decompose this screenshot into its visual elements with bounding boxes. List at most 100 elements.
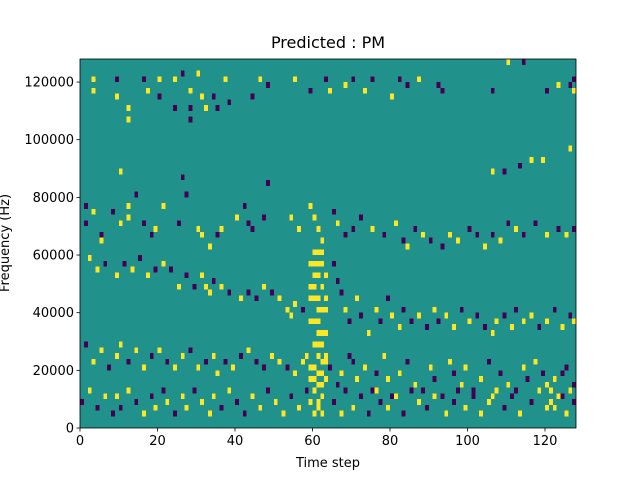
- heatmap-cell-low: [483, 324, 487, 330]
- heatmap-cell-low: [370, 387, 375, 394]
- heatmap-cell-high: [432, 393, 437, 400]
- heatmap-cell-high: [428, 364, 433, 371]
- heatmap-cell-low: [514, 387, 518, 394]
- heatmap-cell-high: [211, 393, 216, 400]
- heatmap-cell-high: [552, 404, 557, 411]
- heatmap-cell-high: [324, 329, 328, 336]
- heatmap-cell-low: [328, 364, 332, 371]
- heatmap-cell-low: [552, 306, 557, 313]
- heatmap-cell-high: [324, 358, 328, 365]
- heatmap-cell-low: [471, 387, 476, 394]
- heatmap-cell-high: [521, 364, 526, 371]
- heatmap-cell-low: [173, 410, 177, 417]
- heatmap-cell-high: [320, 283, 325, 290]
- heatmap-cell-high: [118, 168, 123, 175]
- heatmap-cell-high: [300, 358, 305, 365]
- y-tick-label: 0: [66, 422, 74, 437]
- heatmap-cell-high: [207, 289, 212, 296]
- heatmap-cell-low: [184, 191, 189, 198]
- heatmap-cell-low: [424, 324, 429, 330]
- heatmap-cell-high: [545, 231, 549, 238]
- heatmap-cell-low: [308, 87, 313, 94]
- heatmap-cell-low: [378, 318, 383, 325]
- heatmap-cell-high: [521, 318, 526, 325]
- heatmap-cell-high: [324, 376, 328, 382]
- heatmap-cell-low: [246, 220, 251, 227]
- heatmap-cell-high: [393, 393, 398, 400]
- heatmap-cell-high: [157, 347, 162, 354]
- heatmap-cell-high: [134, 347, 139, 354]
- heatmap-cell-low: [331, 260, 336, 267]
- heatmap-cell-high: [548, 387, 553, 394]
- heatmap-cell-low: [80, 399, 84, 405]
- heatmap-cell-low: [285, 364, 290, 371]
- heatmap-cell-high: [479, 410, 483, 417]
- heatmap-cell-low: [335, 381, 340, 388]
- heatmap-cell-high: [316, 353, 321, 359]
- heatmap-cell-low: [215, 231, 220, 238]
- heatmap-cell-low: [405, 82, 410, 88]
- heatmap-cell-low: [266, 387, 270, 394]
- heatmap-cell-high: [374, 387, 379, 394]
- heatmap-cell-high: [87, 387, 92, 394]
- heatmap-cell-high: [529, 157, 534, 163]
- heatmap-cell-low: [564, 364, 569, 371]
- heatmap-cell-high: [200, 231, 204, 238]
- heatmap-cell-high: [142, 410, 146, 417]
- heatmap-cell-low: [475, 231, 480, 238]
- heatmap-cell-high: [312, 295, 317, 302]
- heatmap-cell-high: [312, 260, 317, 267]
- heatmap-cell-high: [196, 70, 201, 77]
- heatmap-cell-high: [165, 399, 170, 405]
- heatmap-cell-low: [289, 393, 294, 400]
- heatmap-cell-low: [455, 387, 460, 394]
- heatmap-cell-low: [335, 278, 340, 284]
- heatmap-cell-high: [316, 272, 321, 279]
- heatmap-cell-high: [320, 341, 325, 348]
- heatmap-cell-low: [359, 393, 363, 400]
- heatmap-cell-low: [83, 220, 88, 227]
- heatmap-cell-high: [494, 318, 499, 325]
- heatmap-cell-low: [331, 399, 336, 405]
- heatmap-cell-low: [188, 116, 193, 123]
- heatmap-cell-low: [471, 393, 476, 400]
- heatmap-cell-low: [114, 76, 119, 83]
- heatmap-cell-high: [308, 203, 313, 209]
- y-axis: 0 20000 40000 60000 80000 100000 120000: [24, 76, 80, 437]
- heatmap-cell-low: [452, 370, 456, 377]
- heatmap-cell-high: [320, 358, 325, 365]
- heatmap-cell-low: [180, 70, 185, 77]
- heatmap-cell-low: [351, 76, 356, 83]
- heatmap-cell-high: [269, 353, 274, 359]
- heatmap-cell-low: [572, 399, 576, 405]
- heatmap-cell-high: [297, 404, 301, 411]
- heatmap-cell-high: [545, 404, 549, 411]
- heatmap-cell-high: [533, 358, 538, 365]
- heatmap-cell-high: [308, 399, 313, 405]
- heatmap-cell-low: [506, 220, 511, 227]
- heatmap-cell-low: [83, 341, 88, 348]
- heatmap-cell-high: [200, 93, 204, 100]
- heatmap-cell-low: [545, 87, 549, 94]
- heatmap-cell-high: [370, 226, 375, 232]
- heatmap-cell-low: [238, 353, 243, 359]
- heatmap-cell-high: [188, 87, 193, 94]
- heatmap-cell-high: [308, 283, 313, 290]
- heatmap-cell-high: [405, 243, 410, 250]
- heatmap-cell-high: [200, 399, 204, 405]
- heatmap-cell-high: [328, 87, 332, 94]
- heatmap-cell-high: [250, 393, 255, 400]
- heatmap-cell-high: [312, 318, 317, 325]
- heatmap-cell-high: [161, 203, 166, 209]
- heatmap-cell-low: [219, 404, 224, 411]
- heatmap-cell-high: [320, 381, 325, 388]
- heatmap-cell-high: [153, 404, 158, 411]
- plot-frame: [79, 58, 577, 429]
- heatmap-cell-low: [502, 168, 507, 175]
- heatmap-cell-low: [421, 387, 425, 394]
- heatmap-cell-high: [91, 208, 96, 215]
- heatmap-cell-high: [560, 324, 565, 330]
- heatmap-cell-high: [114, 393, 119, 400]
- heatmap-cell-high: [262, 283, 266, 290]
- heatmap-cell-high: [324, 272, 328, 279]
